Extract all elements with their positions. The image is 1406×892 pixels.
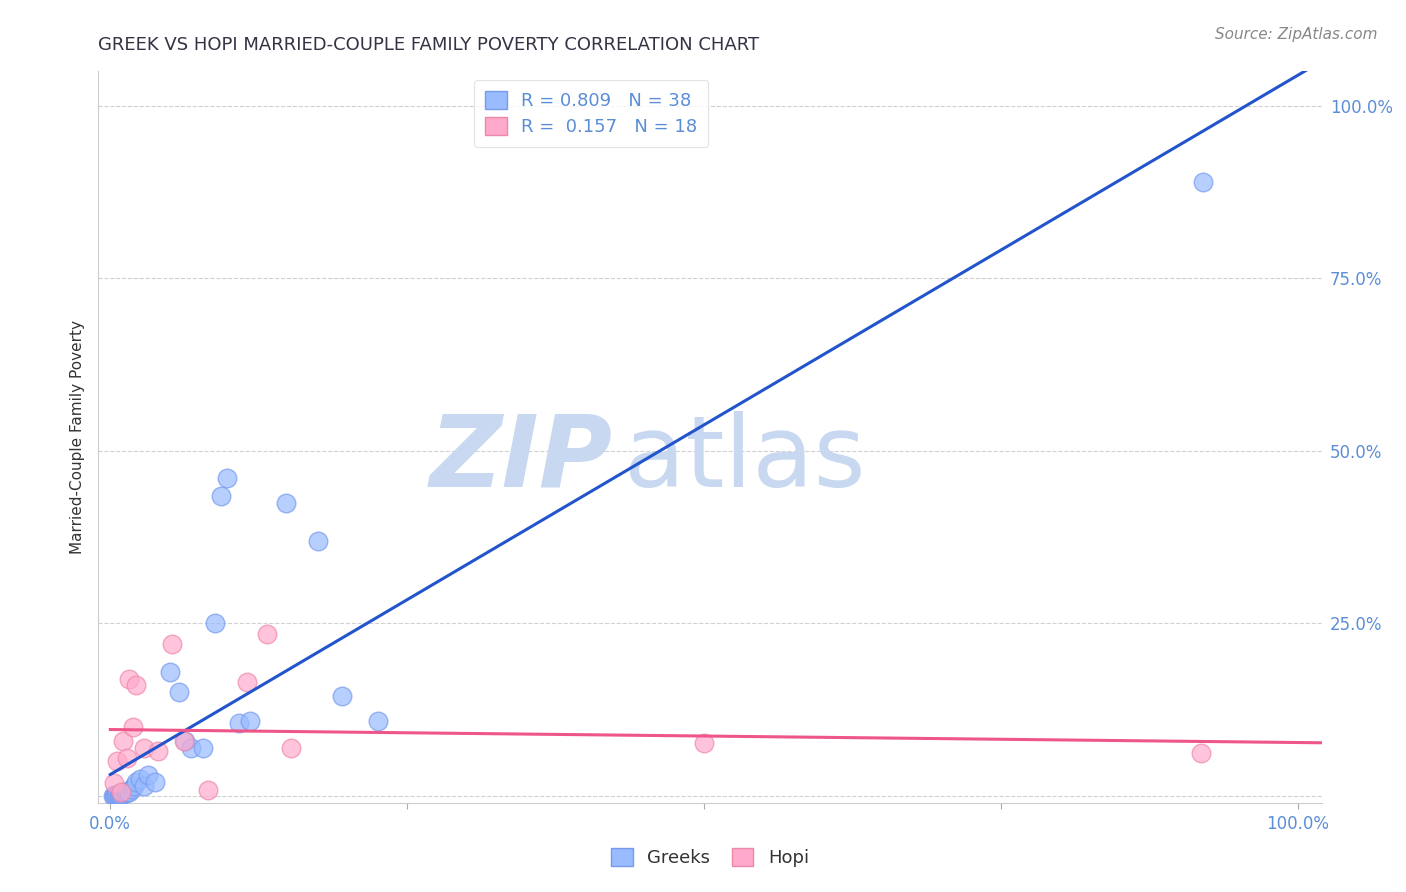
Point <box>173 733 195 747</box>
Point <box>307 533 329 548</box>
Point <box>239 714 262 729</box>
Point <box>167 685 190 699</box>
Point <box>1189 746 1212 760</box>
Point <box>107 788 129 802</box>
Point <box>101 789 124 803</box>
Point <box>129 772 152 786</box>
Point <box>107 755 129 769</box>
Point <box>110 788 132 802</box>
Text: Source: ZipAtlas.com: Source: ZipAtlas.com <box>1215 27 1378 42</box>
Point <box>256 626 278 640</box>
Point <box>115 785 138 799</box>
Point <box>105 788 128 802</box>
Point <box>103 776 125 790</box>
Point <box>174 733 197 747</box>
Point <box>236 675 259 690</box>
Point <box>197 783 219 797</box>
Point <box>125 775 148 789</box>
Point <box>132 779 155 793</box>
Point <box>108 787 131 801</box>
Point <box>125 678 148 692</box>
Point <box>118 672 141 686</box>
Point <box>115 751 138 765</box>
Point <box>114 785 136 799</box>
Point <box>180 740 202 755</box>
Point <box>122 779 145 793</box>
Point <box>103 788 125 802</box>
Point <box>204 616 226 631</box>
Point <box>145 775 167 789</box>
Point <box>112 733 135 747</box>
Point <box>274 495 297 509</box>
Point <box>121 782 143 797</box>
Text: atlas: atlas <box>624 410 866 508</box>
Point <box>146 744 169 758</box>
Point <box>104 789 127 803</box>
Text: GREEK VS HOPI MARRIED-COUPLE FAMILY POVERTY CORRELATION CHART: GREEK VS HOPI MARRIED-COUPLE FAMILY POVE… <box>98 36 759 54</box>
Point <box>693 736 716 750</box>
Point <box>112 787 135 801</box>
Point <box>1192 175 1215 189</box>
Point <box>136 768 159 782</box>
Point <box>107 788 129 802</box>
Point <box>111 786 134 800</box>
Point <box>280 740 302 755</box>
Legend: Greeks, Hopi: Greeks, Hopi <box>603 841 817 874</box>
Text: ZIP: ZIP <box>429 410 612 508</box>
Point <box>114 786 136 800</box>
Point <box>330 689 353 703</box>
Point <box>110 785 132 799</box>
Point <box>160 637 183 651</box>
Point <box>117 784 139 798</box>
Point <box>215 471 238 485</box>
Point <box>132 740 155 755</box>
Point <box>121 720 143 734</box>
Point <box>159 665 181 679</box>
Point <box>191 740 214 755</box>
Y-axis label: Married-Couple Family Poverty: Married-Couple Family Poverty <box>70 320 86 554</box>
Point <box>228 716 250 731</box>
Point <box>107 788 129 802</box>
Point <box>366 714 388 729</box>
Point <box>118 785 141 799</box>
Point <box>209 489 232 503</box>
